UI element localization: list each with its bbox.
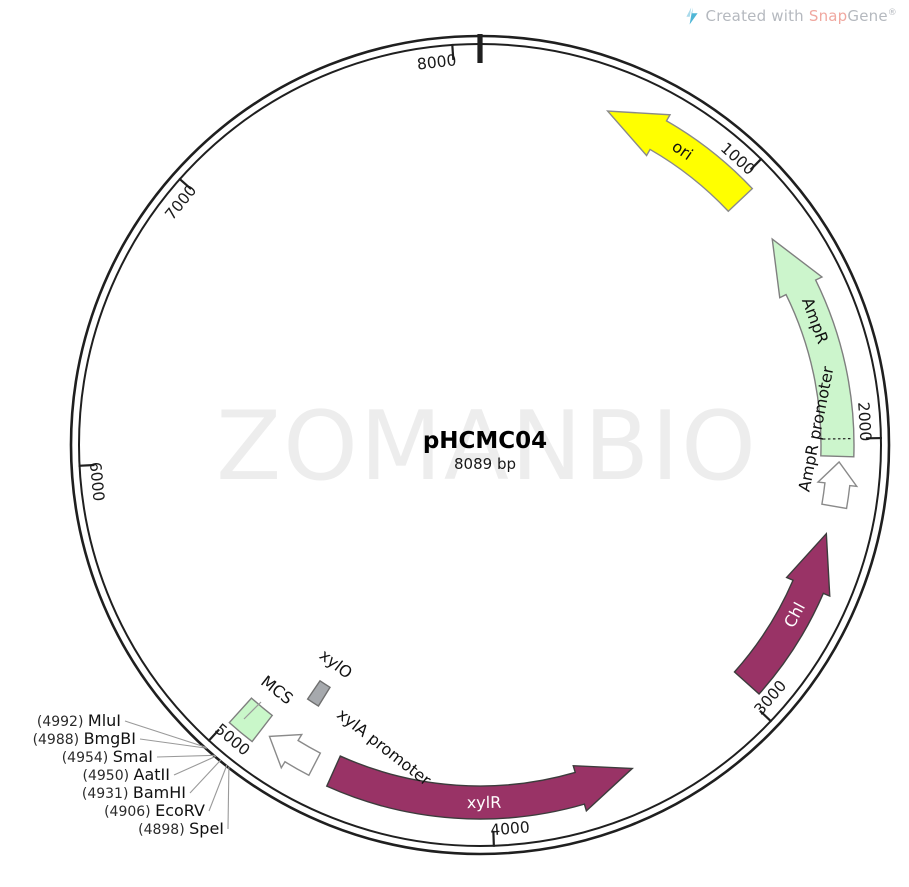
site-label-EcoRV: (4906) EcoRV — [104, 801, 205, 820]
snapgene-logo-icon — [685, 7, 698, 25]
feature-chl — [733, 531, 831, 695]
site-label-SmaI: (4954) SmaI — [62, 747, 153, 766]
feature-ampr — [771, 237, 855, 458]
feature-label-mcs: MCS — [257, 672, 296, 709]
feature-xylr — [325, 755, 634, 820]
site-enzyme-name: MluI — [88, 711, 121, 730]
feature-ampr-promoter — [816, 460, 859, 510]
site-leader-SpeI — [227, 766, 230, 830]
credit-prefix: Created with — [705, 7, 809, 25]
tick-mark-3000 — [759, 709, 773, 723]
site-label-BamHI: (4931) BamHI — [82, 783, 186, 802]
tick-mark-1000 — [749, 157, 763, 171]
feature-xyla-promoter — [268, 733, 322, 777]
registered-mark: ® — [887, 8, 897, 18]
site-label-SpeI: (4898) SpeI — [138, 819, 224, 838]
site-leader-BmgBI — [139, 738, 208, 749]
tick-mark-4000 — [492, 830, 495, 847]
tick-mark-5000 — [207, 728, 220, 743]
tick-mark-8000 — [451, 43, 455, 60]
site-label-MluI: (4992) MluI — [37, 711, 121, 730]
site-leader-MluI — [124, 720, 207, 748]
site-leader-AatII — [173, 755, 217, 776]
site-enzyme-name: SpeI — [189, 819, 224, 838]
watermark-text: ZOMANBIO — [216, 392, 758, 502]
brand-snap: Snap — [808, 7, 848, 25]
restriction-sites-group: (4992) MluI(4988) BmgBI(4954) SmaI(4950)… — [33, 711, 230, 838]
site-position: (4898) — [138, 822, 189, 838]
feature-leader-mcs — [243, 701, 262, 720]
tick-label-6000: 6000 — [86, 461, 108, 502]
credit-text: Created with SnapGene® — [706, 7, 897, 25]
site-label-BmgBI: (4988) BmgBI — [33, 729, 136, 748]
tick-label-8000: 8000 — [416, 51, 457, 73]
feature-label-xylr: xylR — [467, 793, 502, 812]
site-enzyme-name: BamHI — [133, 783, 186, 802]
site-position: (4992) — [37, 714, 88, 730]
site-position: (4988) — [33, 732, 84, 748]
site-enzyme-name: AatII — [134, 765, 170, 784]
site-leader-BamHI — [189, 759, 222, 794]
site-position: (4931) — [82, 786, 133, 802]
tick-label-2000: 2000 — [854, 401, 874, 441]
plasmid-size: 8089 bp — [454, 455, 516, 473]
tick-label-7000: 7000 — [162, 182, 201, 224]
tick-mark-6000 — [78, 463, 95, 467]
site-enzyme-name: SmaI — [113, 747, 153, 766]
site-enzyme-name: EcoRV — [155, 801, 205, 820]
feature-mcs — [228, 697, 274, 743]
site-leader-SmaI — [156, 754, 216, 758]
tick-mark-7000 — [178, 177, 192, 190]
site-position: (4950) — [83, 768, 134, 784]
site-leader-EcoRV — [208, 764, 228, 812]
brand-gene: Gene — [847, 7, 888, 25]
site-label-AatII: (4950) AatII — [83, 765, 170, 784]
site-enzyme-name: BmgBI — [84, 729, 136, 748]
feature-label-xylo: xylO — [316, 645, 356, 682]
tick-label-4000: 4000 — [490, 818, 531, 839]
snapgene-credit: Created with SnapGene® — [685, 7, 897, 25]
site-position: (4954) — [62, 750, 113, 766]
feature-xylo — [306, 679, 331, 708]
feature-ori — [606, 110, 754, 213]
site-position: (4906) — [104, 804, 155, 820]
plasmid-name: pHCMC04 — [423, 428, 547, 454]
